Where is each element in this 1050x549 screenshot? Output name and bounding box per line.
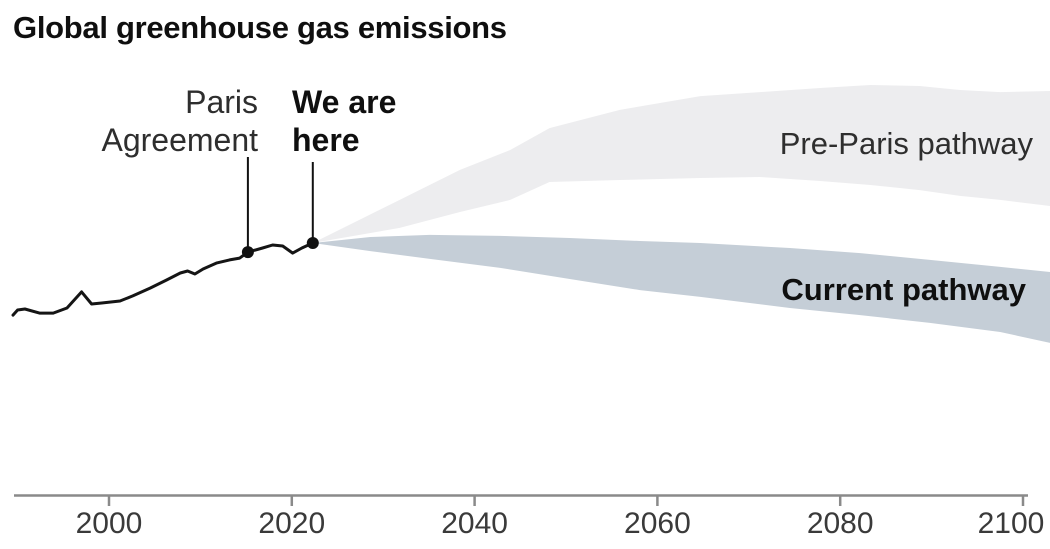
axis-tick-label: 2060 <box>624 507 691 540</box>
current-pathway-label: Current pathway <box>781 272 1026 307</box>
axis-tick-label: 2000 <box>75 507 143 540</box>
current-pathway-band <box>312 234 1050 343</box>
we-are-here-dot <box>306 237 319 249</box>
paris-agreement-annotation: Paris Agreement <box>101 83 258 159</box>
axis-tick-label: 2020 <box>258 507 326 540</box>
annotation-line: Paris <box>185 84 258 120</box>
pre-paris-pathway-band <box>312 85 1050 243</box>
axis-tick-label: 2040 <box>441 507 508 540</box>
annotation-line: We are <box>292 84 397 120</box>
paris-agreement-dot <box>241 246 254 259</box>
annotation-line: Agreement <box>101 122 258 158</box>
axis-tick-label: 2080 <box>806 507 874 540</box>
x-axis <box>14 494 1028 506</box>
pre-paris-pathway-label: Pre-Paris pathway <box>779 126 1033 161</box>
axis-tick-label: 2100 <box>977 507 1045 540</box>
annotation-line: here <box>292 122 360 158</box>
historical-emissions-line <box>11 241 315 317</box>
we-are-here-annotation: We are here <box>292 83 396 159</box>
chart-title: Global greenhouse gas emissions <box>13 10 507 45</box>
